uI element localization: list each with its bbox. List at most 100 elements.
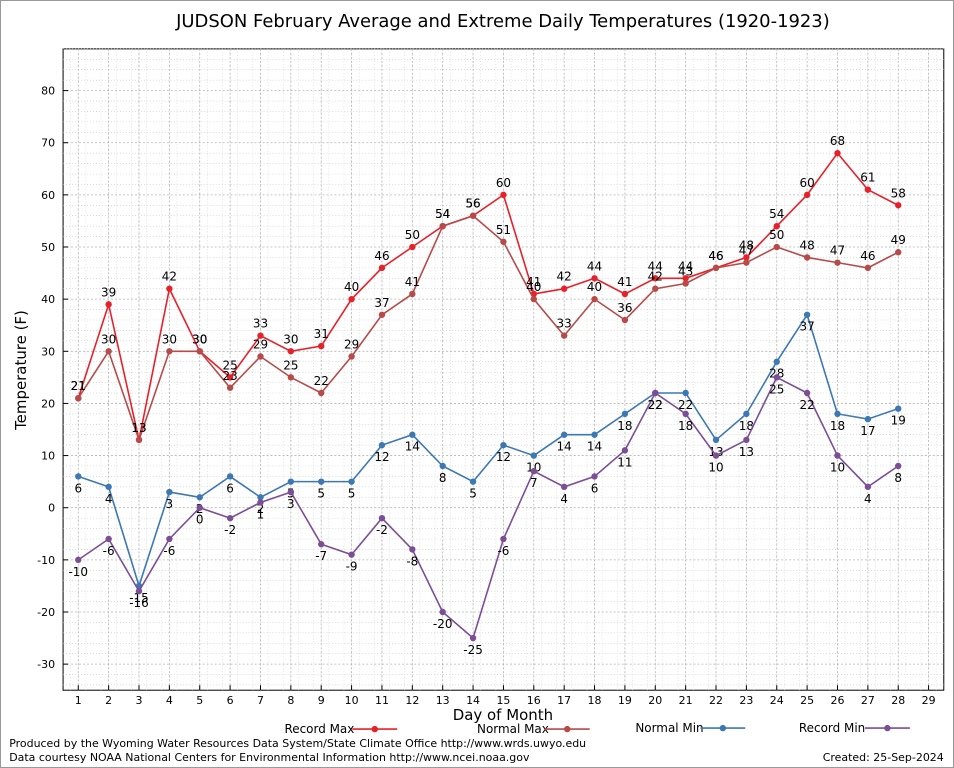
record-max-point (226, 374, 234, 381)
record-min-data-label: -2 (224, 523, 236, 537)
record-max-data-label: 46 (708, 249, 723, 263)
x-tick-label: 28 (891, 694, 905, 707)
record-max-line (77, 151, 899, 441)
record-min-point (196, 504, 203, 511)
normal-min-data-label: 3 (166, 497, 174, 511)
record-min-data-label: 22 (800, 398, 815, 412)
y-tick-label: 40 (41, 293, 55, 306)
normal-max-point (135, 436, 143, 444)
record-min-point (682, 410, 689, 418)
record-max-data-label: 44 (587, 259, 602, 273)
record-max-data-label: 60 (496, 176, 511, 190)
record-min-data-label: 11 (617, 455, 632, 469)
normal-max-point (166, 348, 173, 355)
record-max-point (378, 264, 386, 272)
record-max-point (591, 275, 598, 282)
record-min-data-label: 6 (591, 481, 599, 495)
record-max-point (652, 275, 659, 282)
y-tick-label: 80 (41, 85, 55, 98)
normal-max-data-label: 29 (253, 338, 268, 352)
record-min-data-label: 18 (678, 419, 693, 433)
normal-min-data-label: 22 (678, 398, 693, 412)
y-tick-label: -30 (37, 658, 55, 671)
record-max-data-label: 58 (891, 186, 906, 200)
normal-min-point (196, 494, 203, 501)
normal-min-data-label: 5 (348, 487, 356, 501)
normal-max-data-label: 30 (192, 332, 207, 346)
record-max-data-label: 61 (860, 171, 875, 185)
y-tick-label: 60 (41, 189, 55, 202)
record-min-data-label: 1 (257, 507, 265, 521)
record-min-data-label: -6 (103, 544, 115, 558)
normal-max-data-label: 23 (223, 369, 238, 383)
normal-max-point (530, 295, 537, 303)
normal-min-point (105, 483, 112, 491)
record-min-data-label: -16 (129, 596, 149, 610)
y-tick-label: -10 (37, 554, 55, 567)
normal-max-data-label: 47 (830, 244, 845, 258)
record-max-point (773, 222, 780, 230)
x-tick-label: 25 (800, 694, 814, 707)
normal-max-data-label: 50 (769, 228, 784, 242)
normal-max-data-label: 40 (587, 280, 602, 294)
x-tick-label: 1 (75, 694, 82, 707)
record-min-point (105, 535, 112, 543)
normal-max-data-label: 30 (101, 332, 116, 346)
normal-max-data-label: 56 (465, 197, 480, 211)
normal-max-point (621, 316, 629, 324)
normal-min-point (682, 389, 689, 397)
x-tick-label: 15 (496, 694, 510, 707)
x-tick-label: 17 (557, 694, 571, 707)
record-max-data-label: 21 (71, 379, 86, 393)
normal-min-data-label: 19 (891, 414, 906, 428)
normal-max-data-label: 21 (71, 379, 86, 393)
record-max-data-label: 48 (739, 238, 754, 252)
record-min-data-label: -7 (315, 549, 327, 563)
normal-max-point (409, 290, 416, 298)
normal-min-data-label: 8 (439, 471, 447, 485)
record-max-data-label: 13 (131, 421, 146, 435)
record-max-point (560, 285, 568, 292)
record-min-data-label: -10 (68, 565, 88, 579)
record-min-point (439, 608, 446, 616)
record-min-data-label: 4 (560, 492, 568, 506)
normal-max-data-label: 47 (739, 244, 754, 258)
normal-max-data-label: 37 (374, 296, 389, 310)
normal-min-point (712, 436, 720, 444)
normal-max-point (591, 295, 598, 303)
x-tick-label: 29 (922, 694, 936, 707)
x-tick-label: 24 (770, 694, 784, 707)
normal-max-data-label: 30 (162, 332, 177, 346)
footer-produced-by: Produced by the Wyoming Water Resources … (9, 737, 586, 750)
x-tick-label: 6 (227, 694, 234, 707)
x-tick-label: 18 (588, 694, 602, 707)
record-min-point (469, 634, 477, 642)
record-max-data-label: 60 (800, 176, 815, 190)
y-tick-label: 20 (41, 397, 55, 410)
record-min-point (712, 452, 720, 459)
normal-min-data-label: 18 (739, 419, 754, 433)
normal-min-data-label: 18 (830, 419, 845, 433)
normal-min-point (743, 410, 750, 418)
record-min-data-label: 7 (530, 476, 538, 490)
record-min-point (318, 541, 325, 548)
record-min-point (257, 499, 264, 506)
record-min-data-label: -6 (163, 544, 175, 558)
record-max-data-label: 54 (769, 207, 784, 221)
footer-created-date: Created: 25-Sep-2024 (823, 751, 944, 764)
y-tick-label: -20 (37, 606, 55, 619)
normal-min-data-label: 6 (226, 481, 234, 495)
normal-min-point (378, 441, 386, 449)
normal-min-data-label: 10 (526, 461, 541, 475)
record-min-point (378, 514, 386, 522)
normal-min-data-label: 14 (557, 440, 572, 454)
record-min-data-label: 10 (830, 461, 845, 475)
normal-min-point (75, 473, 82, 480)
record-max-data-label: 42 (557, 270, 572, 284)
normal-min-point (560, 431, 568, 438)
normal-max-data-label: 22 (314, 374, 329, 388)
normal-max-data-label: 33 (557, 317, 572, 331)
record-min-data-label: 13 (739, 445, 754, 459)
normal-max-point (318, 389, 325, 397)
